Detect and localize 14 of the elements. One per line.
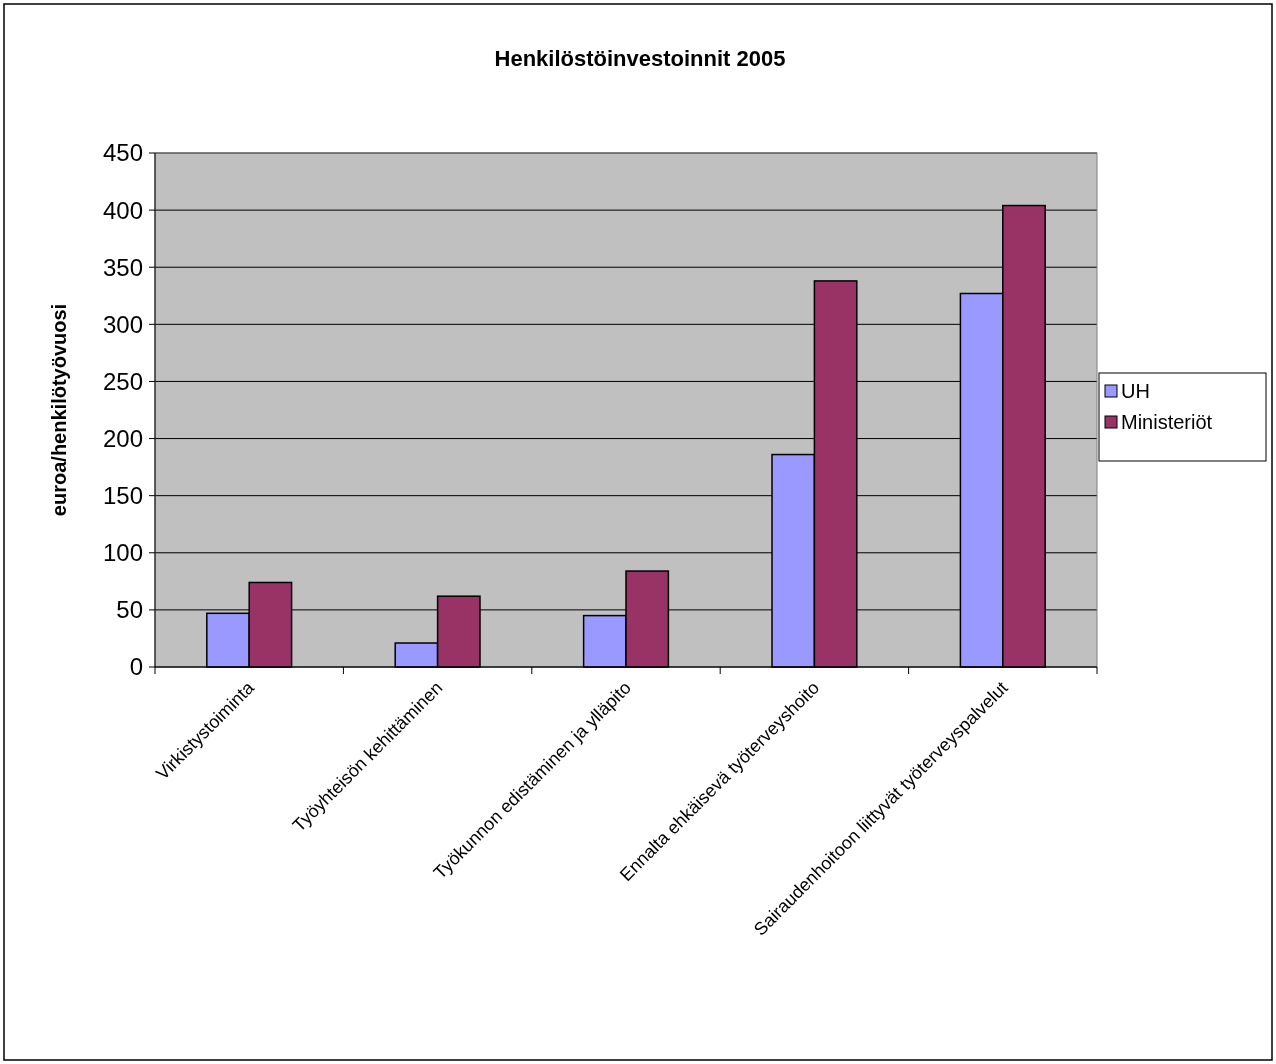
y-tick-label: 0 bbox=[129, 653, 143, 681]
y-tick-label: 350 bbox=[102, 253, 143, 281]
y-tick-label: 250 bbox=[102, 367, 143, 395]
y-tick-label: 200 bbox=[102, 424, 143, 452]
y-tick-label: 450 bbox=[102, 139, 143, 167]
chart-title: Henkilöstöinvestoinnit 2005 bbox=[494, 46, 786, 71]
y-axis-title: euroa/henkilötyövuosi bbox=[48, 303, 70, 517]
legend-label: UH bbox=[1121, 380, 1150, 402]
y-tick-label: 300 bbox=[102, 310, 143, 338]
legend-label: Ministeriöt bbox=[1121, 411, 1213, 433]
y-tick-label: 400 bbox=[102, 196, 143, 224]
y-tick-label: 50 bbox=[116, 596, 143, 624]
y-tick-label: 100 bbox=[102, 539, 143, 567]
y-tick-label: 150 bbox=[102, 482, 143, 510]
